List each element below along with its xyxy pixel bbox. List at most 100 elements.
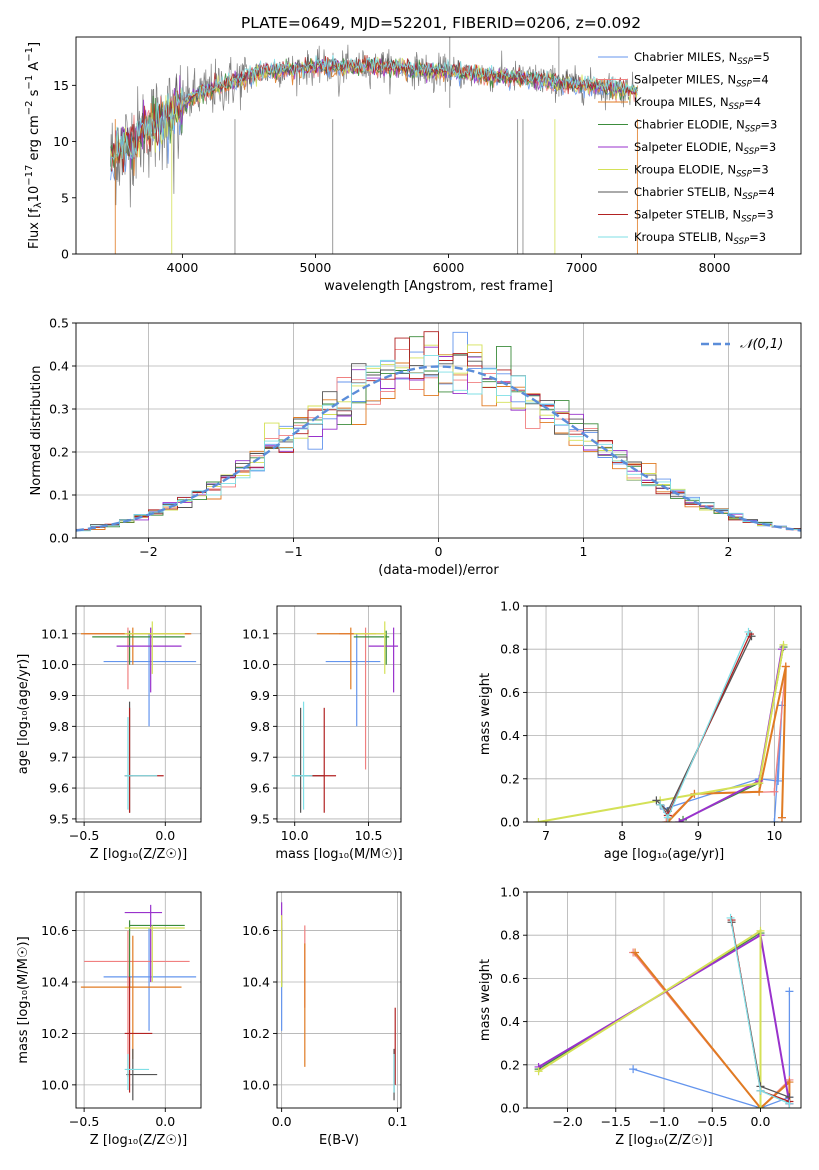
legend-tail: =3 [749, 230, 766, 244]
weight-point [781, 662, 790, 671]
y-tick-label: 0.0 [500, 1101, 520, 1116]
y-tick-label: 10.1 [242, 626, 270, 641]
legend-tail: =3 [757, 208, 774, 222]
legend-name: Kroupa STELIB, N [634, 230, 734, 244]
legend-sub: SSP [744, 147, 760, 157]
x-axis-label: Z [log₁₀(Z/Z☉)] [90, 847, 187, 862]
age-vs-Z-panel: −0.5 0.0 9.5 9.6 9.7 9.8 9.9 10.0 10.1 Z [log₁₀(Z… [16, 605, 202, 862]
legend-entry-4: Salpeter ELODIE, NSSP=3 [634, 140, 776, 157]
figure-title: PLATE=0649, MJD=52201, FIBERID=0206, z=0… [241, 14, 641, 32]
y-tick-label: 9.8 [49, 719, 69, 734]
x-tick-label: 5000 [300, 260, 332, 275]
weight-point [629, 1065, 638, 1074]
y-axis-label-part: −1 [24, 75, 35, 90]
x-axis-label: mass [log₁₀(M/M☉)] [275, 847, 402, 862]
y-tick-label: 9.9 [49, 688, 69, 703]
normal-legend-label: 𝒩(0,1) [740, 337, 783, 352]
y-axis-label: mass weight [478, 959, 493, 1041]
massweight-vs-age-panel: 7 8 9 10 0.0 0.2 0.4 0.6 0.8 1.0 age [log₁₀(age/yr… [478, 599, 802, 862]
weight-point [534, 818, 543, 822]
y-tick-label: 5 [61, 190, 69, 205]
y-axis-label-part: ] [27, 42, 42, 47]
y-axis-label-part: A [27, 62, 42, 75]
x-tick-label: 0.1 [388, 1114, 408, 1129]
y-axis-label-part: λ [33, 202, 44, 208]
y-tick-label: 10.4 [41, 975, 69, 990]
x-tick-label: −0.5 [69, 1114, 99, 1129]
y-axis-label: age [log₁₀(age/yr)] [16, 654, 31, 775]
massweight-vs-Z-panel: −2.0 −1.5 −1.0 −0.5 0.0 0.0 0.2 0.4 0.6 0.8 1.0 Z [… [478, 885, 802, 1148]
axes-frame [75, 322, 802, 539]
y-tick-label: 1.0 [500, 599, 520, 614]
y-tick-label: 1.0 [500, 885, 520, 900]
x-tick-label: 6000 [433, 260, 465, 275]
y-tick-label: 0.6 [500, 685, 520, 700]
weight-series-5 [538, 929, 762, 1108]
y-tick-label: 0.2 [500, 771, 520, 786]
axes-frame [75, 36, 802, 255]
y-axis-label: Flux [fλ10−17 erg cm−2 s−1 A−1] [24, 42, 44, 249]
axes-frame [75, 891, 202, 1109]
legend-sub: SSP [742, 192, 758, 202]
weight-point [756, 1104, 765, 1108]
y-tick-label: 9.6 [250, 781, 270, 796]
legend-tail: =3 [752, 163, 769, 177]
weight-point [662, 818, 671, 822]
x-tick-label: 9 [694, 828, 702, 843]
histogram-series-7 [76, 331, 801, 532]
y-tick-label: 0.4 [49, 359, 69, 374]
y-tick-label: 0 [61, 247, 69, 262]
weight-point [631, 948, 640, 957]
mass-vs-EBV-panel: 0.0 0.1 10.0 10.2 10.4 10.6 E(B-V) [242, 891, 408, 1148]
y-tick-label: 10.0 [41, 1077, 69, 1092]
x-tick-label: 10 [766, 828, 782, 843]
x-tick-label: 0 [435, 544, 443, 559]
legend-tail: =4 [744, 95, 761, 109]
weight-point [777, 813, 786, 822]
x-tick-label: 2 [725, 544, 733, 559]
y-tick-label: 0.0 [49, 531, 69, 546]
legend-name: Kroupa MILES, N [634, 95, 729, 109]
legend-tail: =3 [759, 140, 776, 154]
y-tick-label: 9.5 [49, 811, 69, 826]
legend-name: Chabrier STELIB, N [634, 185, 742, 199]
y-axis-label-part: erg cm [27, 115, 42, 164]
legend-entry-7: Salpeter STELIB, NSSP=3 [634, 208, 774, 225]
x-tick-label: −0.5 [69, 828, 99, 843]
legend-tail: =4 [752, 73, 769, 87]
axes-frame [276, 891, 402, 1109]
histograms [76, 331, 801, 533]
weight-point [652, 796, 661, 805]
legend-sub: SSP [736, 170, 752, 180]
x-tick-label: 8000 [699, 260, 731, 275]
weight-point [755, 779, 764, 788]
legend-name: Salpeter MILES, N [634, 73, 736, 87]
weight-point [744, 627, 753, 636]
weight-series-0 [632, 991, 791, 1108]
weight-series-1 [632, 952, 791, 1108]
legend-name: Kroupa ELODIE, N [634, 163, 736, 177]
weight-series-7 [659, 633, 751, 817]
x-tick-label: 8 [618, 828, 626, 843]
y-tick-label: 0.2 [49, 445, 69, 460]
y-axis-label-part: s [27, 89, 42, 100]
x-tick-label: 7 [542, 828, 550, 843]
axes-frame [276, 605, 402, 823]
y-tick-label: 9.5 [250, 811, 270, 826]
y-axis-label: mass [log₁₀(M/M☉)] [16, 936, 31, 1063]
y-tick-label: 0.4 [500, 1014, 520, 1029]
y-tick-label: 9.9 [250, 688, 270, 703]
legend-entry-1: Salpeter MILES, NSSP=4 [634, 73, 769, 90]
legend-entry-5: Kroupa ELODIE, NSSP=3 [634, 163, 769, 180]
legend-sub: SSP [729, 102, 745, 112]
weight-series-3 [538, 931, 762, 1108]
x-tick-label: −0.5 [697, 1114, 727, 1129]
weight-point [785, 1099, 794, 1108]
legend-sub: SSP [736, 80, 752, 90]
weight-point [785, 1078, 794, 1087]
legend-entry-3: Chabrier ELODIE, NSSP=3 [634, 118, 777, 135]
y-tick-label: 9.7 [250, 750, 270, 765]
y-tick-label: 0.0 [500, 815, 520, 830]
y-tick-label: 0.8 [500, 642, 520, 657]
weight-lines [534, 627, 790, 822]
